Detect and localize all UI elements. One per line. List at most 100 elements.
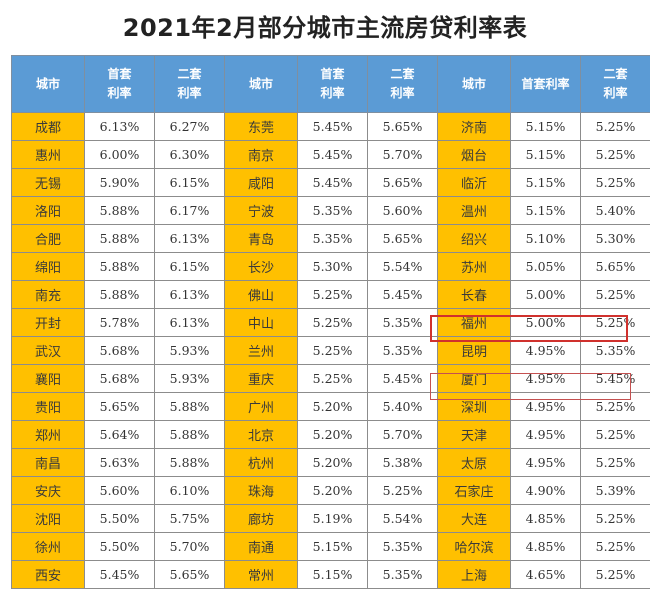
city-cell: 厦门 (437, 364, 511, 393)
city-cell: 南充 (11, 280, 85, 309)
second-home-rate-cell: 6.15% (154, 252, 225, 281)
table-row: 襄阳 5.68% 5.93% 重庆 5.25% 5.45% 厦门 4.95% 5.45% (11, 364, 650, 393)
second-home-rate-cell: 5.93% (154, 336, 225, 365)
first-home-rate-cell: 4.65% (510, 560, 581, 589)
first-home-rate-cell: 5.64% (84, 420, 155, 449)
first-home-rate-cell: 4.95% (510, 392, 581, 421)
header-city: 城市 (11, 55, 85, 113)
table-row: 徐州 5.50% 5.70% 南通 5.15% 5.35% 哈尔滨 4.85% 5.25% (11, 532, 650, 561)
city-cell: 长春 (437, 280, 511, 309)
table-row: 郑州 5.64% 5.88% 北京 5.20% 5.70% 天津 4.95% 5.25% (11, 420, 650, 449)
city-cell: 咸阳 (224, 168, 298, 197)
city-cell: 深圳 (437, 392, 511, 421)
second-home-rate-cell: 5.25% (580, 420, 650, 449)
city-cell: 佛山 (224, 280, 298, 309)
city-cell: 贵阳 (11, 392, 85, 421)
first-home-rate-cell: 6.13% (84, 112, 155, 141)
city-cell: 太原 (437, 448, 511, 477)
first-home-rate-cell: 5.15% (510, 140, 581, 169)
city-cell: 绍兴 (437, 224, 511, 253)
table-row: 南充 5.88% 6.13% 佛山 5.25% 5.45% 长春 5.00% 5.25% (11, 280, 650, 309)
first-home-rate-cell: 5.65% (84, 392, 155, 421)
city-cell: 广州 (224, 392, 298, 421)
first-home-rate-cell: 5.20% (297, 392, 368, 421)
second-home-rate-cell: 5.25% (580, 280, 650, 309)
first-home-rate-cell: 4.85% (510, 504, 581, 533)
first-home-rate-cell: 5.78% (84, 308, 155, 337)
first-home-rate-cell: 5.25% (297, 336, 368, 365)
first-home-rate-cell: 5.63% (84, 448, 155, 477)
table-row: 贵阳 5.65% 5.88% 广州 5.20% 5.40% 深圳 4.95% 5.25% (11, 392, 650, 421)
table-body: 成都 6.13% 6.27% 东莞 5.45% 5.65% 济南 5.15% 5.25% 惠州 6.… (11, 112, 650, 589)
table-row: 洛阳 5.88% 6.17% 宁波 5.35% 5.60% 温州 5.15% 5.40% (11, 196, 650, 225)
second-home-rate-cell: 5.35% (367, 308, 438, 337)
first-home-rate-cell: 5.20% (297, 420, 368, 449)
first-home-rate-cell: 5.19% (297, 504, 368, 533)
table-row: 开封 5.78% 6.13% 中山 5.25% 5.35% 福州 5.00% 5.25% (11, 308, 650, 337)
second-home-rate-cell: 5.25% (580, 112, 650, 141)
city-cell: 石家庄 (437, 476, 511, 505)
second-home-rate-cell: 5.54% (367, 504, 438, 533)
header-first-home-rate: 首套 利率 (84, 55, 155, 113)
second-home-rate-cell: 5.35% (580, 336, 650, 365)
city-cell: 青岛 (224, 224, 298, 253)
city-cell: 南昌 (11, 448, 85, 477)
first-home-rate-cell: 5.00% (510, 308, 581, 337)
second-home-rate-cell: 6.13% (154, 308, 225, 337)
header-first-home-rate: 首套 利率 (297, 55, 368, 113)
second-home-rate-cell: 5.65% (367, 112, 438, 141)
city-cell: 福州 (437, 308, 511, 337)
first-home-rate-cell: 5.50% (84, 532, 155, 561)
second-home-rate-cell: 5.75% (154, 504, 225, 533)
second-home-rate-cell: 5.30% (580, 224, 650, 253)
city-cell: 西安 (11, 560, 85, 589)
city-cell: 常州 (224, 560, 298, 589)
header-second-home-rate: 二套 利率 (580, 55, 650, 113)
city-cell: 烟台 (437, 140, 511, 169)
first-home-rate-cell: 5.88% (84, 196, 155, 225)
second-home-rate-cell: 5.25% (580, 532, 650, 561)
second-home-rate-cell: 5.54% (367, 252, 438, 281)
first-home-rate-cell: 5.45% (297, 168, 368, 197)
table-row: 南昌 5.63% 5.88% 杭州 5.20% 5.38% 太原 4.95% 5.25% (11, 448, 650, 477)
first-home-rate-cell: 5.25% (297, 280, 368, 309)
city-cell: 无锡 (11, 168, 85, 197)
city-cell: 洛阳 (11, 196, 85, 225)
table-row: 合肥 5.88% 6.13% 青岛 5.35% 5.65% 绍兴 5.10% 5.30% (11, 224, 650, 253)
city-cell: 苏州 (437, 252, 511, 281)
second-home-rate-cell: 5.38% (367, 448, 438, 477)
second-home-rate-cell: 5.40% (367, 392, 438, 421)
first-home-rate-cell: 5.10% (510, 224, 581, 253)
second-home-rate-cell: 5.25% (580, 392, 650, 421)
city-cell: 惠州 (11, 140, 85, 169)
second-home-rate-cell: 6.10% (154, 476, 225, 505)
first-home-rate-cell: 5.68% (84, 336, 155, 365)
city-cell: 开封 (11, 308, 85, 337)
header-city: 城市 (224, 55, 298, 113)
city-cell: 廊坊 (224, 504, 298, 533)
second-home-rate-cell: 6.27% (154, 112, 225, 141)
second-home-rate-cell: 5.25% (580, 308, 650, 337)
second-home-rate-cell: 5.60% (367, 196, 438, 225)
first-home-rate-cell: 5.00% (510, 280, 581, 309)
city-cell: 中山 (224, 308, 298, 337)
first-home-rate-cell: 5.25% (297, 364, 368, 393)
header-second-home-rate: 二套 利率 (154, 55, 225, 113)
second-home-rate-cell: 5.70% (367, 420, 438, 449)
city-cell: 珠海 (224, 476, 298, 505)
second-home-rate-cell: 5.88% (154, 392, 225, 421)
first-home-rate-cell: 5.88% (84, 252, 155, 281)
city-cell: 郑州 (11, 420, 85, 449)
first-home-rate-cell: 4.90% (510, 476, 581, 505)
first-home-rate-cell: 5.20% (297, 476, 368, 505)
city-cell: 徐州 (11, 532, 85, 561)
first-home-rate-cell: 5.15% (297, 532, 368, 561)
mortgage-rate-table: 城市 首套 利率 二套 利率 城市 首套 利率 二套 利率 城市 首套利率 二套… (11, 55, 650, 589)
table-row: 沈阳 5.50% 5.75% 廊坊 5.19% 5.54% 大连 4.85% 5.25% (11, 504, 650, 533)
first-home-rate-cell: 5.45% (84, 560, 155, 589)
header-second-home-rate: 二套 利率 (367, 55, 438, 113)
first-home-rate-cell: 5.45% (297, 140, 368, 169)
second-home-rate-cell: 5.35% (367, 336, 438, 365)
first-home-rate-cell: 5.50% (84, 504, 155, 533)
header-first-home-rate: 首套利率 (510, 55, 581, 113)
